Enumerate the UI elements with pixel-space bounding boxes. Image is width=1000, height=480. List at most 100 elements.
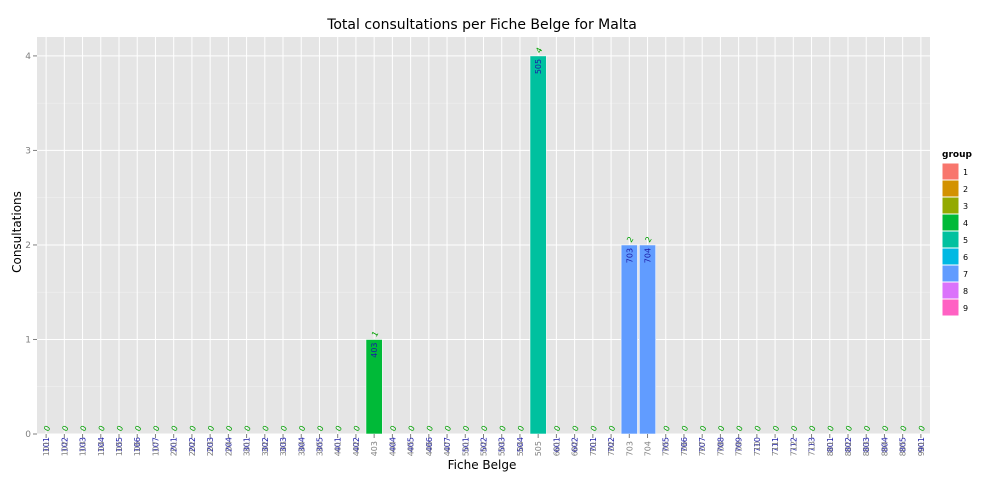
- bar-value-label: 0: [844, 424, 854, 433]
- bar-value-label: 0: [115, 424, 125, 433]
- legend-swatch: [941, 162, 960, 181]
- bar-category-label: 404: [388, 437, 397, 452]
- bar-category-label: 503: [498, 437, 507, 452]
- x-tick-label: 602: [571, 441, 580, 456]
- bar-category-label: 403: [370, 342, 379, 357]
- bar-category-label: 704: [644, 248, 653, 263]
- bar-category-label: 804: [880, 437, 889, 452]
- bar: [639, 244, 657, 435]
- bar-value-label: 0: [899, 424, 909, 433]
- x-tick-label: 203: [206, 441, 215, 456]
- bar-category-label: 710: [753, 437, 762, 452]
- bar-value-label: 0: [315, 424, 325, 433]
- bar-value-label: 0: [133, 424, 143, 433]
- bar-category-label: 501: [461, 437, 470, 452]
- bar-category-label: 711: [771, 437, 780, 452]
- bar-value-label: 0: [407, 424, 417, 433]
- x-tick-label: 302: [261, 441, 270, 456]
- x-tick-label: 404: [388, 441, 397, 456]
- bar-value-label: 0: [807, 424, 817, 433]
- x-tick-label: 106: [133, 441, 142, 456]
- bar-value-label: 0: [42, 424, 52, 433]
- bar-value-label: 0: [97, 424, 107, 433]
- x-tick-label: 706: [680, 441, 689, 456]
- x-tick-label: 305: [315, 441, 324, 456]
- bar-category-label: 709: [735, 437, 744, 452]
- x-tick-label: 703: [625, 441, 634, 456]
- bar-category-label: 504: [516, 437, 525, 452]
- bar-category-label: 107: [151, 437, 160, 452]
- bar-value-label: 0: [735, 424, 745, 433]
- y-tick-label: 1: [25, 335, 31, 345]
- y-tick-label: 4: [25, 52, 31, 62]
- x-tick-label: 801: [826, 441, 835, 456]
- bar-category-label: 707: [698, 437, 707, 452]
- legend-label: 8: [963, 287, 968, 296]
- legend-swatch: [941, 230, 960, 249]
- bar-value-label: 0: [60, 424, 70, 433]
- bar-category-label: 407: [443, 437, 452, 452]
- bar-category-label: 901: [917, 437, 926, 452]
- legend-label: 3: [963, 202, 968, 211]
- legend-swatch: [941, 196, 960, 215]
- bar-category-label: 302: [261, 437, 270, 452]
- bar-category-label: 803: [862, 437, 871, 452]
- bar-value-label: 0: [662, 424, 672, 433]
- legend-title: group: [942, 150, 972, 160]
- legend-swatch: [941, 247, 960, 266]
- x-tick-label: 201: [170, 441, 179, 456]
- x-tick-label: 503: [498, 441, 507, 456]
- x-tick-label: 709: [735, 441, 744, 456]
- x-tick-label: 505: [534, 441, 543, 456]
- bar-category-label: 203: [206, 437, 215, 452]
- bar-value-label: 0: [334, 424, 344, 433]
- bar-value-label: 0: [443, 424, 453, 433]
- bar-category-label: 204: [224, 437, 233, 452]
- bar-value-label: 0: [516, 424, 526, 433]
- x-tick-label: 401: [334, 441, 343, 456]
- x-tick-label: 105: [115, 441, 124, 456]
- bar-value-label: 0: [261, 424, 271, 433]
- bar-value-label: 0: [279, 424, 289, 433]
- x-tick-label: 711: [771, 441, 780, 456]
- bar-value-label: 0: [479, 424, 489, 433]
- bar-category-label: 402: [352, 437, 361, 452]
- bar-value-label: 0: [425, 424, 435, 433]
- bar-value-label: 0: [552, 424, 562, 433]
- bar-value-label: 0: [698, 424, 708, 433]
- legend-label: 5: [963, 236, 968, 245]
- bar-value-label: 0: [297, 424, 307, 433]
- bar-value-label: 0: [680, 424, 690, 433]
- bar-value-label: 0: [826, 424, 836, 433]
- bar-value-label: 0: [78, 424, 88, 433]
- x-tick-label: 405: [407, 441, 416, 456]
- x-tick-label: 204: [224, 441, 233, 456]
- bar-category-label: 102: [60, 437, 69, 452]
- bar-value-label: 0: [151, 424, 161, 433]
- bar-value-label: 0: [607, 424, 617, 433]
- bar: [620, 244, 638, 435]
- bar-value-label: 0: [862, 424, 872, 433]
- bar-category-label: 601: [552, 437, 561, 452]
- x-tick-label: 504: [516, 441, 525, 456]
- bar-value-label: 0: [352, 424, 362, 433]
- x-tick-label: 713: [808, 441, 817, 456]
- bar-category-label: 305: [315, 437, 324, 452]
- bar-value-label: 2: [625, 235, 635, 244]
- x-tick-label: 102: [60, 441, 69, 456]
- bar-category-label: 701: [589, 437, 598, 452]
- legend-swatch: [941, 213, 960, 232]
- bar-value-label: 0: [498, 424, 508, 433]
- bar-category-label: 702: [607, 437, 616, 452]
- x-tick-label: 502: [480, 441, 489, 456]
- y-axis-label: Consultations: [10, 191, 24, 273]
- legend-label: 6: [963, 253, 968, 262]
- bar-category-label: 713: [808, 437, 817, 452]
- bar-category-label: 706: [680, 437, 689, 452]
- bar-category-label: 303: [279, 437, 288, 452]
- x-axis-label: Fiche Belge: [448, 458, 517, 472]
- legend-label: 7: [963, 270, 968, 279]
- bar-value-label: 2: [643, 235, 653, 244]
- bar-category-label: 104: [97, 437, 106, 452]
- bar-value-label: 0: [589, 424, 599, 433]
